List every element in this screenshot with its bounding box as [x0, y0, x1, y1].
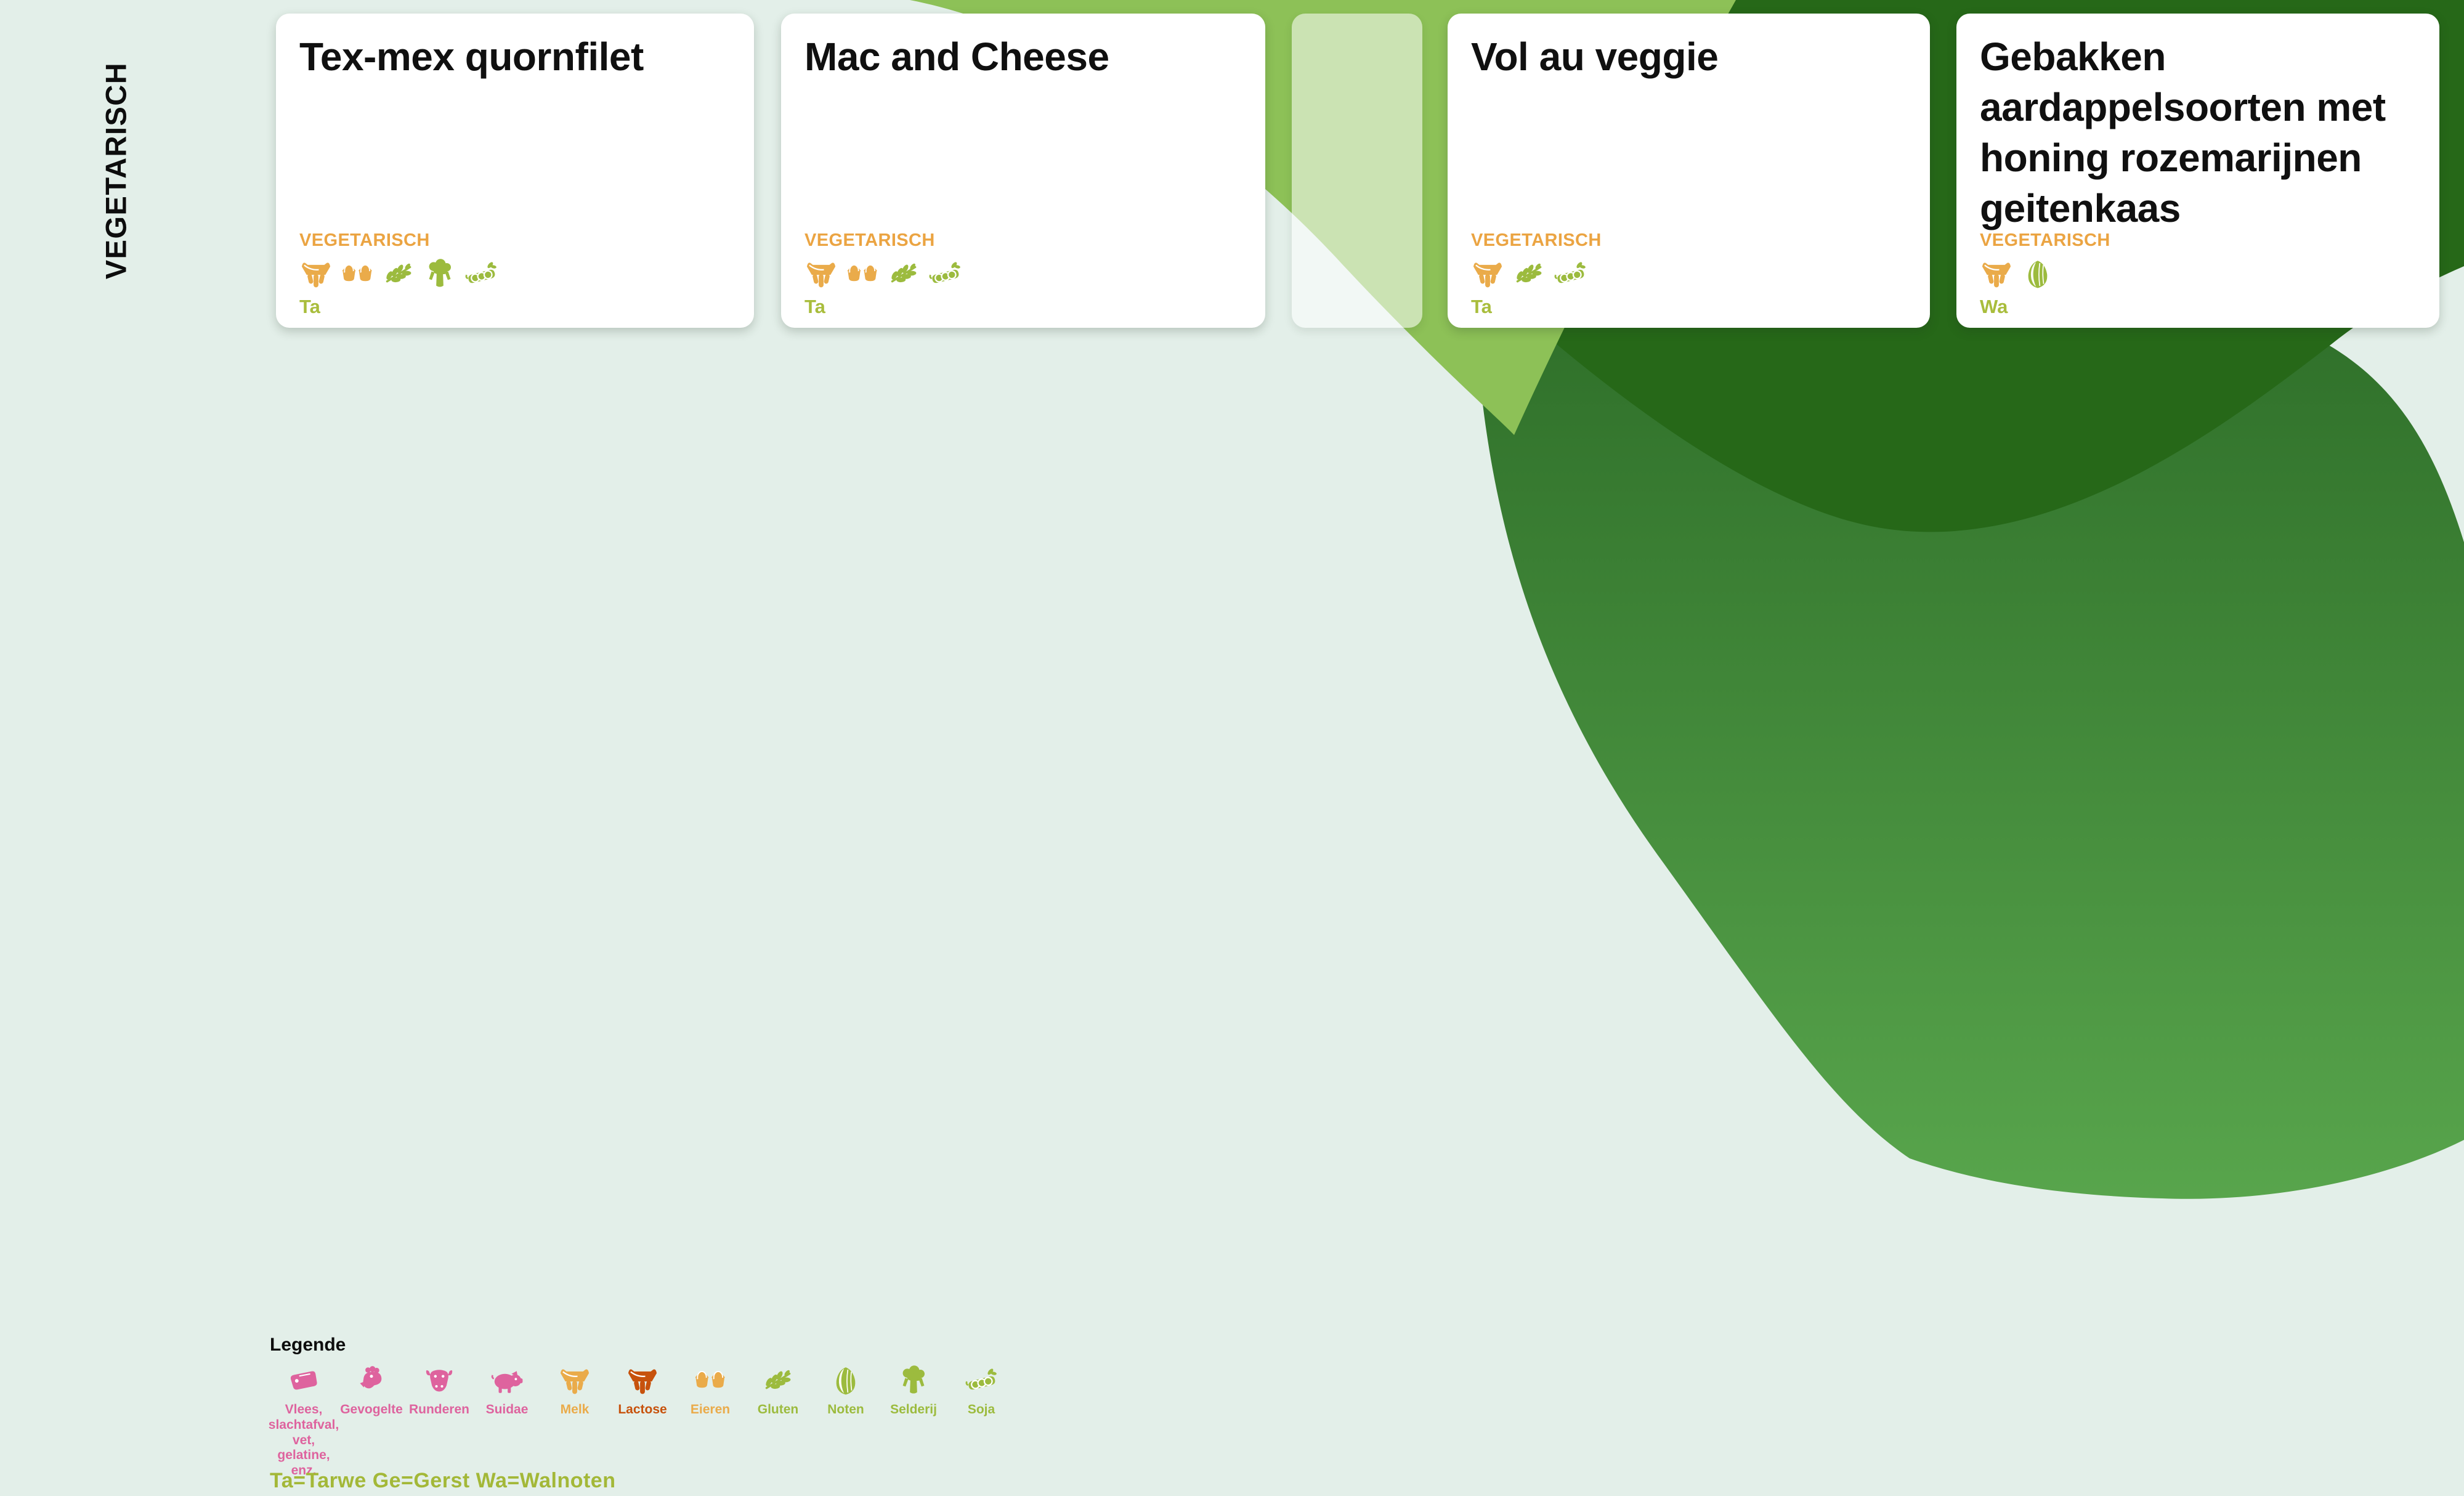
soy-icon [929, 262, 960, 283]
soy-icon [965, 1368, 997, 1390]
legend-label: Runderen [408, 1402, 469, 1417]
legend-items-row: Vlees, slachtafval, vet, gelatine, enz. … [268, 1364, 1015, 1479]
card-footer: VEGETARISCH Wa [1980, 230, 2110, 318]
dish-title: Gebakken aardappelsoorten met honing roz… [1980, 35, 2386, 230]
legend-item-poultry: Gevogelte [338, 1364, 405, 1479]
menu-card-placeholder [1292, 14, 1422, 328]
card-footer: VEGETARISCH [1471, 230, 1602, 318]
dish-title: Tex-mex quornfilet [299, 35, 644, 79]
legend-label: Gluten [757, 1402, 799, 1417]
card-footer: VEGETARISCH [299, 230, 498, 318]
legend-label: Vlees, slachtafval, vet, gelatine, enz. [268, 1402, 339, 1478]
legend-item-pork: Suidae [473, 1364, 541, 1479]
allergen-icon-row [1471, 256, 1602, 291]
walnut-icon [2028, 261, 2048, 288]
category-label-vegetarisch: VEGETARISCH [99, 62, 132, 280]
allergen-icon-row [804, 256, 962, 291]
menu-card: Mac and Cheese VEGETARISCH [781, 14, 1265, 328]
diet-label: VEGETARISCH [299, 230, 430, 250]
legend-item-soy: Soja [947, 1364, 1015, 1479]
legend-item-lactose: Lactose [609, 1364, 676, 1479]
diet-label: VEGETARISCH [1980, 230, 2110, 250]
legend-item-beef: Runderen [405, 1364, 473, 1479]
poultry-icon [360, 1366, 382, 1389]
menu-card: Vol au veggie VEGETARISCH [1448, 14, 1930, 328]
legend-item-celery: Selderij [880, 1364, 947, 1479]
pork-icon [491, 1371, 523, 1393]
legend-label: Noten [827, 1402, 864, 1417]
eggs-icon [847, 264, 877, 282]
menu-card: Tex-mex quornfilet VEGETARISCH [276, 14, 754, 328]
celery-icon [902, 1365, 925, 1394]
legend-item-eggs: Eieren [676, 1364, 744, 1479]
allergen-code: Ta [804, 296, 825, 317]
gluten-icon [386, 263, 411, 283]
legend-label: Eieren [690, 1402, 731, 1417]
milk-icon [1982, 262, 2011, 288]
allergen-icon-row [299, 256, 498, 291]
legend-item-milk: Melk [541, 1364, 609, 1479]
milk-icon [560, 1369, 590, 1394]
legend-label: Gevogelte [340, 1402, 403, 1417]
legend-title: Legende [270, 1335, 346, 1355]
legend-label: Soja [967, 1402, 995, 1417]
soy-icon [1554, 262, 1586, 283]
diet-label: VEGETARISCH [804, 230, 935, 250]
dish-title: Vol au veggie [1471, 35, 1719, 79]
eggs-icon [342, 264, 372, 282]
walnut-icon [836, 1367, 856, 1395]
gluten-icon [765, 1370, 791, 1389]
milk-icon [628, 1369, 657, 1394]
gluten-icon [891, 263, 917, 283]
eggs-icon [695, 1371, 725, 1388]
legend-label: Suidae [485, 1402, 529, 1417]
allergen-code: Ta [1471, 296, 1492, 317]
legend-item-walnut: Noten [812, 1364, 880, 1479]
celery-icon [429, 259, 451, 287]
allergen-code: Ta [299, 296, 320, 317]
card-footer: VEGETARISCH [804, 230, 962, 318]
legend-item-gluten: Gluten [744, 1364, 812, 1479]
allergen-codes-line: Ta=Tarwe Ge=Gerst Wa=Walnoten [270, 1469, 616, 1492]
legend-label: Selderij [890, 1402, 937, 1417]
legend-label: Melk [560, 1402, 590, 1417]
meat-icon [290, 1371, 317, 1390]
allergen-code: Wa [1980, 296, 2008, 317]
dish-title: Mac and Cheese [804, 35, 1109, 79]
gradient-leaf-shape [1473, 265, 2464, 1199]
milk-icon [806, 262, 836, 288]
allergen-legend: Legende Vlees, slachtafval, vet, gelatin… [268, 1335, 1015, 1479]
milk-icon [1473, 262, 1502, 288]
soy-icon [465, 262, 496, 283]
allergen-icon-row [1980, 256, 2110, 291]
diet-label: VEGETARISCH [1471, 230, 1602, 250]
gluten-icon [1516, 263, 1542, 283]
beef-icon [426, 1370, 453, 1392]
legend-label: Lactose [618, 1402, 667, 1417]
legend-item-meat: Vlees, slachtafval, vet, gelatine, enz. [268, 1364, 339, 1479]
milk-icon [301, 262, 331, 288]
menu-card: Gebakken aardappelsoorten met honing roz… [1956, 14, 2439, 328]
